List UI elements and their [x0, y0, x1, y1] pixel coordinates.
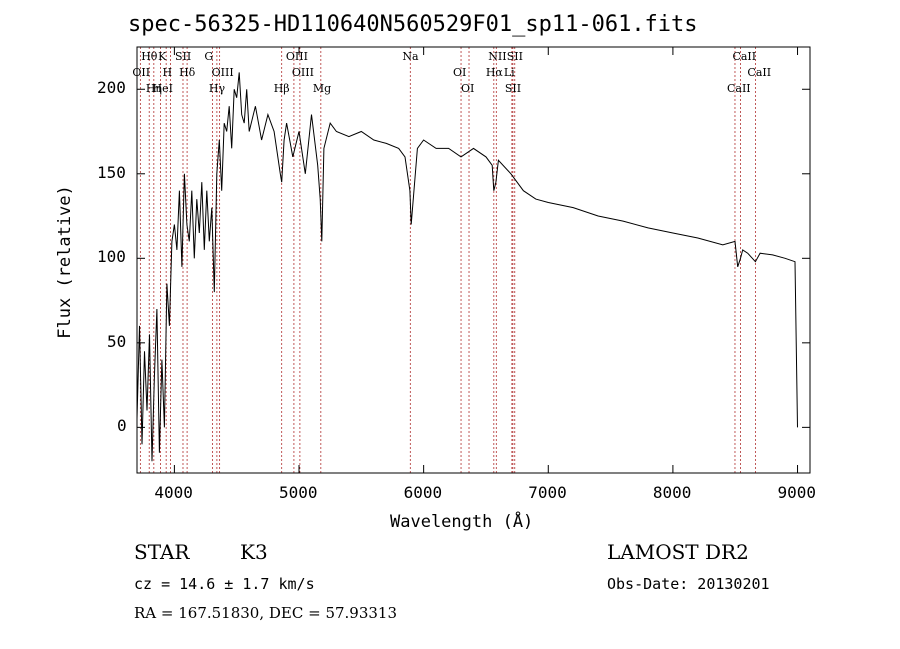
- redshift-cz: cz = 14.6 ± 1.7 km/s: [134, 575, 315, 593]
- line-marker-label: Hη: [145, 82, 162, 95]
- x-axis-label: Wavelength (Å): [390, 512, 534, 532]
- survey-name: LAMOST DR2: [607, 540, 749, 564]
- axis-ticks: [137, 47, 810, 473]
- x-tick-label: 6000: [403, 483, 443, 502]
- line-marker-label: Hθ: [141, 50, 158, 63]
- line-marker-label: CaII: [747, 66, 772, 79]
- object-subclass: K3: [240, 540, 268, 564]
- line-marker-label: NII: [488, 50, 507, 63]
- y-axis-label: Flux (relative): [54, 185, 75, 339]
- line-marker-label: HeI: [152, 82, 173, 95]
- y-tick-label: 150: [97, 162, 126, 182]
- x-tick-label: 7000: [528, 483, 567, 502]
- line-marker-label: SII: [506, 50, 523, 63]
- line-marker-label: Na: [402, 50, 419, 63]
- x-tick-label: 8000: [652, 483, 692, 502]
- line-marker-label: SII: [504, 82, 522, 95]
- obs-date: Obs-Date: 20130201: [607, 575, 770, 593]
- line-marker-label: CaII: [732, 50, 757, 63]
- line-marker-label: G: [204, 50, 214, 63]
- line-marker-label: Hγ: [208, 82, 226, 95]
- chart-title: spec-56325-HD110640N560529F01_sp11-061.f…: [128, 12, 698, 37]
- line-marker-label: SII: [174, 50, 192, 63]
- line-marker-label: OIII: [285, 50, 308, 63]
- ra-dec: RA = 167.51830, DEC = 57.93313: [134, 604, 398, 622]
- x-tick-label: 5000: [279, 483, 318, 502]
- line-markers: [139, 47, 756, 473]
- y-tick-label: 50: [107, 331, 127, 351]
- spectrum-series-line: [136, 72, 798, 462]
- line-marker-label: OII: [132, 66, 151, 79]
- line-marker-label: H: [162, 66, 173, 79]
- object-class: STAR: [134, 540, 190, 564]
- line-marker-label: OI: [453, 66, 467, 79]
- y-tick-label: 0: [117, 416, 127, 436]
- y-tick-label: 200: [97, 78, 126, 98]
- x-tick-label: 4000: [154, 483, 193, 502]
- line-marker-label: Hβ: [273, 82, 290, 95]
- line-marker-label: Mg: [312, 82, 332, 95]
- line-marker-label: OIII: [211, 66, 234, 79]
- line-marker-label: K: [158, 50, 167, 63]
- line-marker-label: OI: [461, 82, 475, 95]
- line-marker-label: CaII: [726, 82, 751, 95]
- line-marker-label: Hα: [485, 66, 503, 79]
- y-tick-label: 100: [97, 247, 126, 267]
- line-marker-label: Li: [503, 66, 515, 79]
- plot-frame: [136, 46, 811, 474]
- line-marker-label: OIII: [291, 66, 314, 79]
- x-tick-label: 9000: [777, 483, 817, 502]
- line-marker-label: Hδ: [179, 66, 196, 79]
